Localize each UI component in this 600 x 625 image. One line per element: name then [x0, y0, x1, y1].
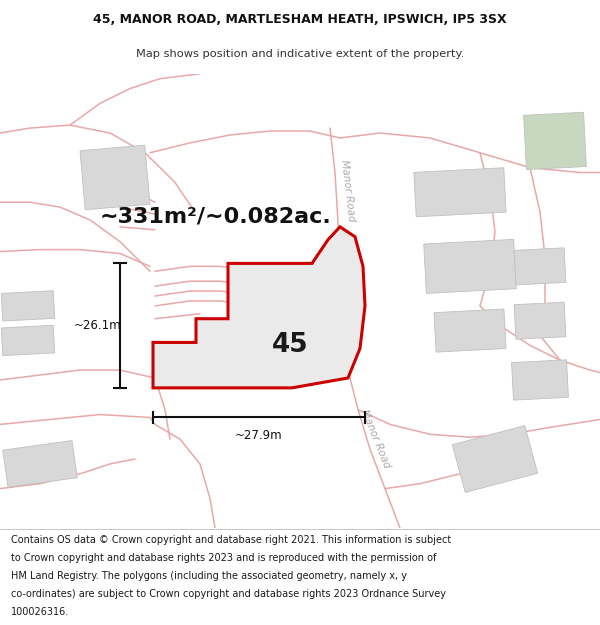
Polygon shape [434, 309, 506, 352]
Text: to Crown copyright and database rights 2023 and is reproduced with the permissio: to Crown copyright and database rights 2… [11, 553, 436, 563]
Text: Manor Road: Manor Road [339, 159, 357, 222]
Polygon shape [2, 441, 77, 488]
Polygon shape [414, 168, 506, 217]
Polygon shape [452, 426, 538, 493]
Text: Manor Road: Manor Road [359, 408, 391, 470]
Polygon shape [153, 227, 365, 388]
Polygon shape [1, 325, 55, 356]
Text: ~26.1m: ~26.1m [74, 319, 122, 332]
Polygon shape [514, 302, 566, 339]
Text: Map shows position and indicative extent of the property.: Map shows position and indicative extent… [136, 49, 464, 59]
Text: ~27.9m: ~27.9m [235, 429, 283, 442]
Text: Contains OS data © Crown copyright and database right 2021. This information is : Contains OS data © Crown copyright and d… [11, 535, 451, 545]
Polygon shape [424, 239, 516, 293]
Text: co-ordinates) are subject to Crown copyright and database rights 2023 Ordnance S: co-ordinates) are subject to Crown copyr… [11, 589, 446, 599]
Text: ~331m²/~0.082ac.: ~331m²/~0.082ac. [99, 207, 331, 227]
Text: 45, MANOR ROAD, MARTLESHAM HEATH, IPSWICH, IP5 3SX: 45, MANOR ROAD, MARTLESHAM HEATH, IPSWIC… [93, 13, 507, 26]
Polygon shape [524, 112, 586, 169]
Text: HM Land Registry. The polygons (including the associated geometry, namely x, y: HM Land Registry. The polygons (includin… [11, 571, 407, 581]
Polygon shape [80, 145, 150, 210]
Text: 100026316.: 100026316. [11, 607, 69, 617]
Text: 45: 45 [272, 332, 308, 358]
Polygon shape [1, 291, 55, 321]
Polygon shape [514, 248, 566, 285]
Polygon shape [512, 360, 568, 400]
